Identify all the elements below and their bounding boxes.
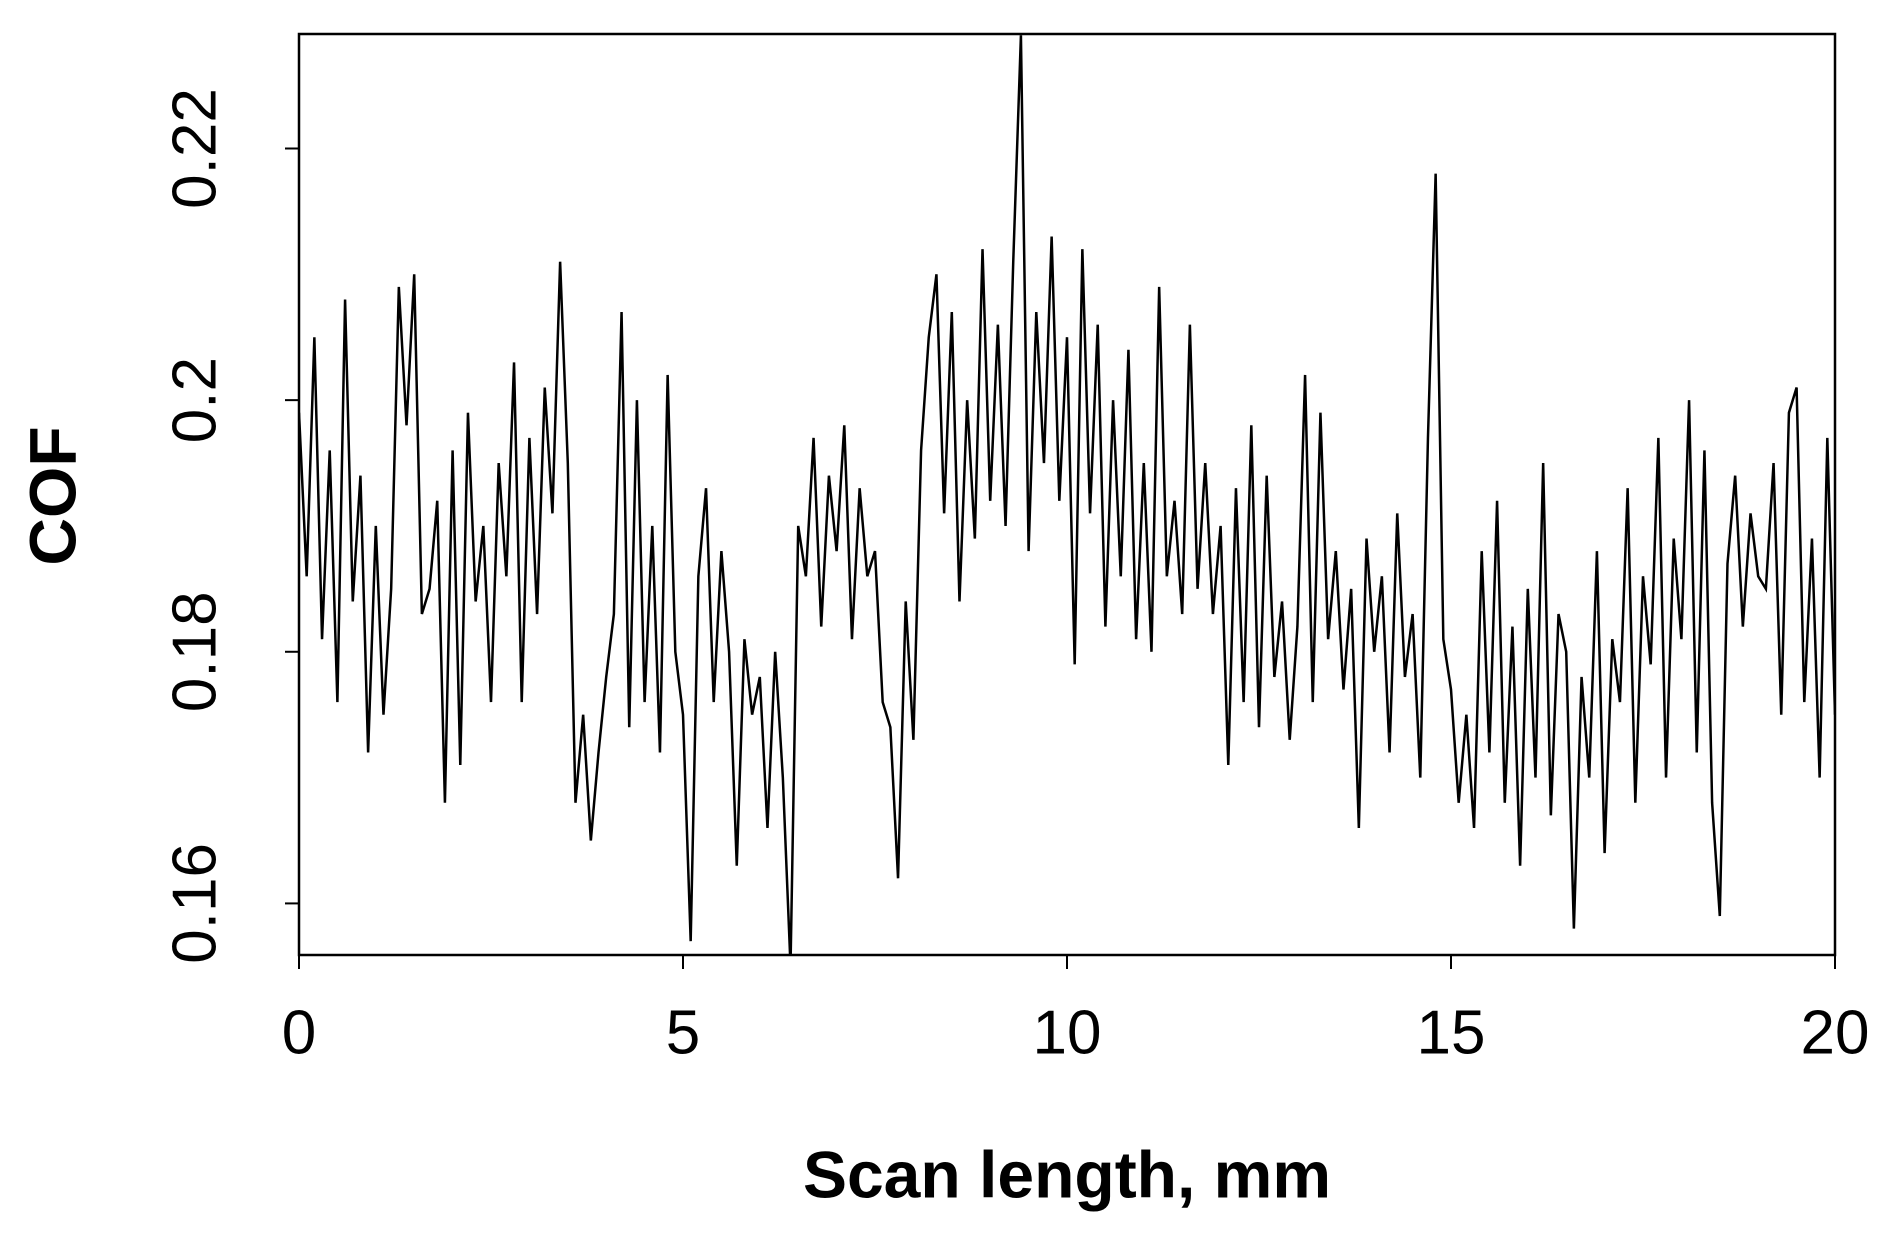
x-tick-label: 10: [1033, 998, 1102, 1067]
x-axis-title: Scan length, mm: [803, 1137, 1331, 1211]
x-tick-label: 20: [1801, 998, 1870, 1067]
data-line: [299, 35, 1835, 955]
y-tick-label: 0.22: [160, 88, 229, 209]
x-tick-label: 0: [282, 998, 316, 1067]
y-tick-label: 0.2: [160, 357, 229, 443]
y-tick-label: 0.18: [160, 591, 229, 712]
y-axis-title: COF: [15, 426, 89, 565]
x-tick-label: 5: [666, 998, 700, 1067]
x-tick-label: 15: [1417, 998, 1486, 1067]
plot-frame: [297, 32, 1837, 957]
y-tick-label: 0.16: [160, 843, 229, 964]
